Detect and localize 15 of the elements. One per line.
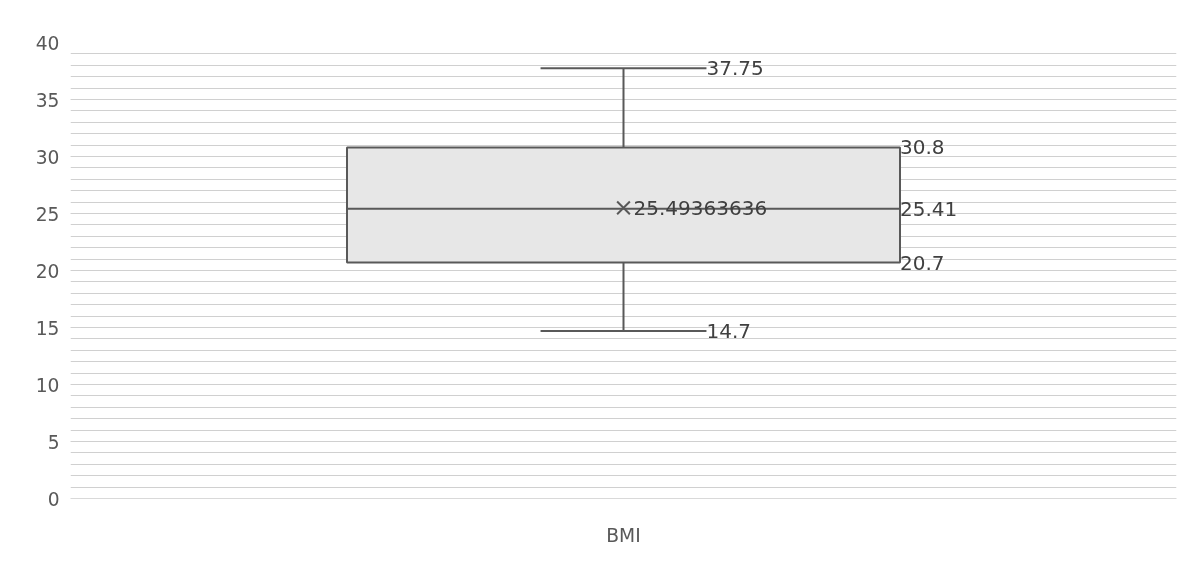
y-tick-label: 10 — [35, 374, 60, 396]
y-tick-label: 20 — [35, 260, 60, 282]
y-tick-label: 0 — [47, 488, 60, 510]
y-tick-label: 35 — [35, 89, 60, 111]
y-tick-label: 25 — [35, 203, 60, 225]
y-tick-label: 30 — [35, 146, 60, 168]
annotation: 25.41 — [900, 196, 958, 221]
y-tick-label: 5 — [47, 431, 60, 453]
annotation: 37.75 — [706, 56, 764, 81]
y-tick-label: 40 — [35, 32, 60, 54]
x-tick-label: BMI — [606, 524, 641, 546]
y-tick-label: 15 — [35, 317, 60, 339]
annotation: 30.8 — [900, 135, 945, 160]
annotation: 14.7 — [706, 318, 751, 343]
annotation: 20.7 — [900, 250, 945, 275]
